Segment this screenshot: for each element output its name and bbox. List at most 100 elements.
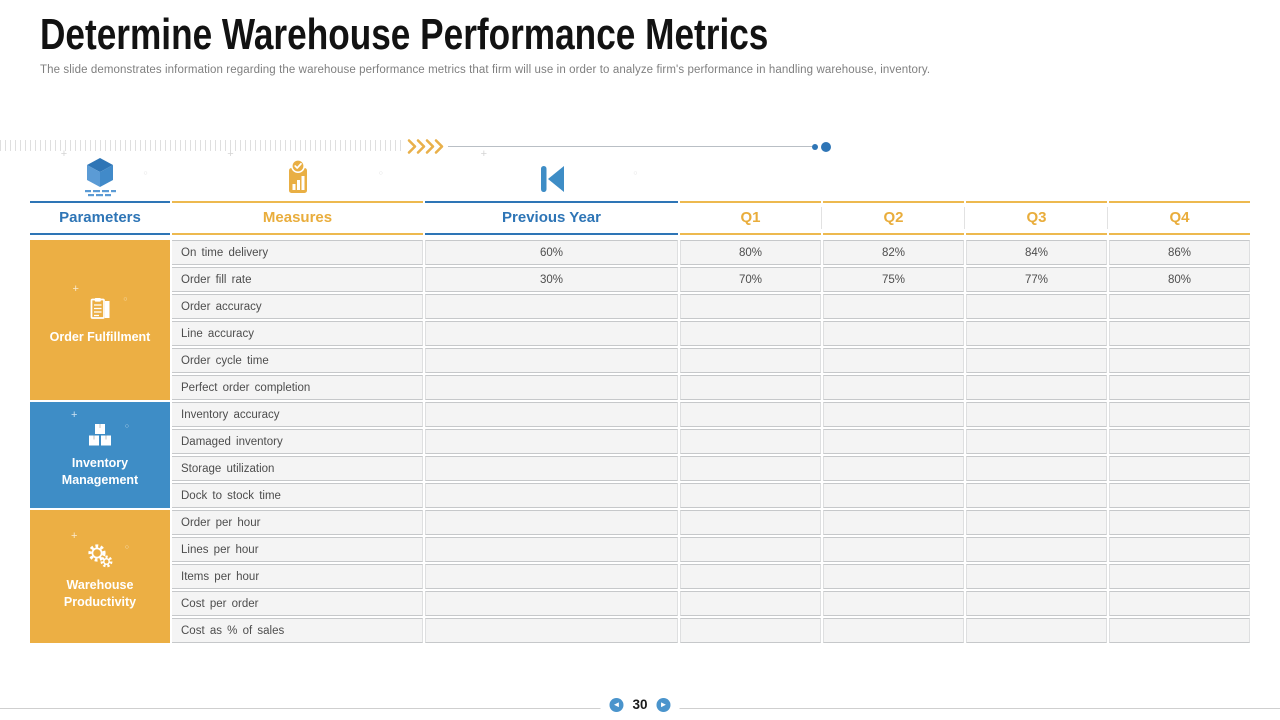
- value-cell: [823, 456, 964, 481]
- value-cell: [425, 537, 678, 562]
- measure-cell: Order fill rate: [172, 267, 423, 292]
- progress-dot-large: [821, 142, 831, 152]
- value-cell: 30%: [425, 267, 678, 292]
- boxes-icon: [85, 421, 115, 448]
- value-cell: [680, 618, 821, 643]
- value-cell: [680, 348, 821, 373]
- value-cell: [425, 375, 678, 400]
- value-cell: [823, 591, 964, 616]
- value-cell: 86%: [1109, 240, 1250, 265]
- header-label-row: Parameters Measures Previous Year Q1 Q2 …: [30, 201, 1250, 235]
- measure-cell: Storage utilization: [172, 456, 423, 481]
- value-cell: [823, 564, 964, 589]
- column-header-measures: Measures: [172, 201, 423, 235]
- value-cell: [823, 429, 964, 454]
- measure-cell: Lines per hour: [172, 537, 423, 562]
- param-group-order-fulfillment: Order Fulfillment: [30, 240, 170, 400]
- metrics-table: Parameters Measures Previous Year Q1 Q2 …: [30, 148, 1250, 643]
- value-cell: [966, 456, 1107, 481]
- value-cell: [966, 348, 1107, 373]
- value-cell: [1109, 294, 1250, 319]
- value-cell: [966, 537, 1107, 562]
- value-cell: [1109, 456, 1250, 481]
- value-cell: [425, 402, 678, 427]
- measure-cell: Damaged inventory: [172, 429, 423, 454]
- value-cell: [425, 618, 678, 643]
- measure-cell: On time delivery: [172, 240, 423, 265]
- value-cell: 70%: [680, 267, 821, 292]
- measure-cell: Inventory accuracy: [172, 402, 423, 427]
- value-cell: [680, 564, 821, 589]
- value-cell: [823, 321, 964, 346]
- circle-arrow-left-icon[interactable]: ◄: [609, 697, 624, 712]
- circle-arrow-right-icon[interactable]: ►: [656, 697, 671, 712]
- value-cell: [966, 429, 1107, 454]
- param-group-warehouse-productivity: Warehouse Productivity: [30, 510, 170, 643]
- value-cell: [823, 618, 964, 643]
- value-cell: 80%: [680, 240, 821, 265]
- value-cell: [1109, 429, 1250, 454]
- value-cell: [1109, 618, 1250, 643]
- value-cell: [823, 375, 964, 400]
- value-cell: 75%: [823, 267, 964, 292]
- value-cell: [1109, 348, 1250, 373]
- value-cell: [680, 429, 821, 454]
- param-group-label: Warehouse Productivity: [63, 578, 137, 609]
- value-cell: [1109, 591, 1250, 616]
- cube-icon: [30, 148, 170, 199]
- value-cell: [680, 483, 821, 508]
- value-cell: [823, 537, 964, 562]
- header-icon-row: [30, 148, 1250, 199]
- measure-cell: Dock to stock time: [172, 483, 423, 508]
- value-cell: [425, 456, 678, 481]
- value-cell: [966, 618, 1107, 643]
- value-cell: [823, 402, 964, 427]
- measure-cell: Perfect order completion: [172, 375, 423, 400]
- value-cell: [680, 402, 821, 427]
- value-cell: [680, 375, 821, 400]
- value-cell: [1109, 402, 1250, 427]
- value-cell: [966, 510, 1107, 535]
- gears-icon: [85, 542, 115, 570]
- column-header-q1: Q1: [680, 201, 821, 235]
- quad-chevron-right-icon: [407, 138, 447, 160]
- value-cell: [1109, 375, 1250, 400]
- param-group-inventory-management: Inventory Management: [30, 402, 170, 508]
- value-cell: [1109, 537, 1250, 562]
- clipboard-icon: [87, 295, 114, 322]
- value-cell: [823, 348, 964, 373]
- value-cell: [425, 294, 678, 319]
- value-cell: 60%: [425, 240, 678, 265]
- value-cell: [966, 294, 1107, 319]
- column-header-parameters: Parameters: [30, 201, 170, 235]
- value-cell: [966, 375, 1107, 400]
- column-header-q2: Q2: [821, 201, 964, 235]
- value-cell: [425, 321, 678, 346]
- value-cell: [425, 564, 678, 589]
- measure-cell: Order per hour: [172, 510, 423, 535]
- value-cell: [1109, 510, 1250, 535]
- pager: ◄ 30 ►: [600, 697, 680, 712]
- divider-line: [448, 146, 812, 147]
- value-cell: [1109, 564, 1250, 589]
- value-cell: [823, 510, 964, 535]
- page-number: 30: [632, 697, 648, 712]
- value-cell: [966, 591, 1107, 616]
- value-cell: [966, 564, 1107, 589]
- value-cell: [823, 294, 964, 319]
- param-group-label: Inventory Management: [61, 456, 139, 487]
- column-header-q4: Q4: [1107, 201, 1250, 235]
- param-group-label: Order Fulfillment: [49, 329, 151, 344]
- measure-cell: Cost per order: [172, 591, 423, 616]
- value-cell: [1109, 483, 1250, 508]
- value-cell: [823, 483, 964, 508]
- measure-cell: Order accuracy: [172, 294, 423, 319]
- value-cell: [680, 456, 821, 481]
- measure-cell: Line accuracy: [172, 321, 423, 346]
- slide-subtitle: The slide demonstrates information regar…: [40, 64, 931, 76]
- value-cell: [425, 429, 678, 454]
- value-cell: [1109, 321, 1250, 346]
- value-cell: [680, 591, 821, 616]
